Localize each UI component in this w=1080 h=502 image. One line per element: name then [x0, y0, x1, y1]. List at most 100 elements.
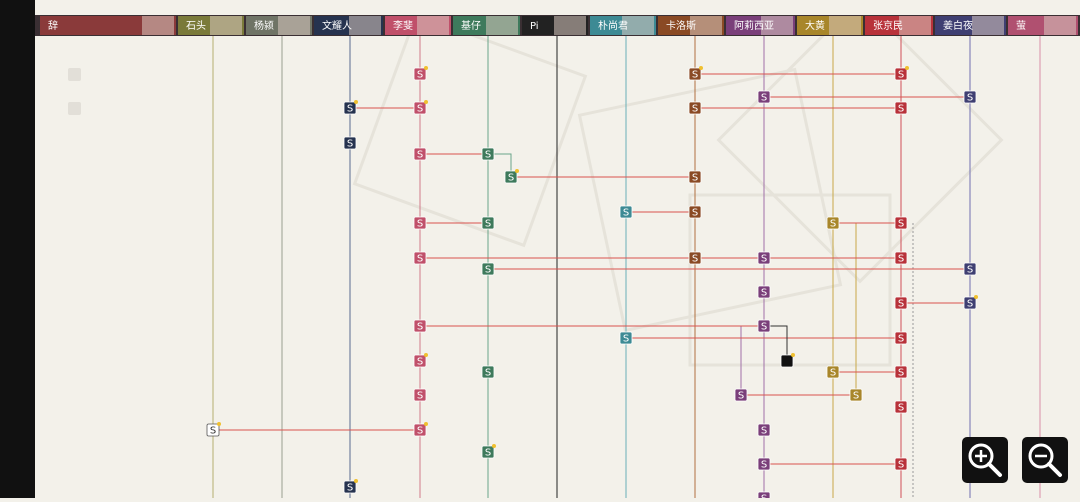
node-label: S: [508, 173, 514, 184]
story-node[interactable]: [343, 101, 357, 115]
node-label: S: [898, 368, 904, 379]
story-node[interactable]: [757, 285, 771, 299]
story-node[interactable]: [894, 457, 908, 471]
character-name[interactable]: 姜白夜: [943, 19, 973, 32]
node-label: S: [485, 368, 491, 379]
story-node[interactable]: [481, 365, 495, 379]
story-node[interactable]: [894, 365, 908, 379]
character-name[interactable]: Pi: [530, 21, 539, 32]
character-portrait: [622, 16, 654, 35]
story-node[interactable]: [757, 90, 771, 104]
story-node[interactable]: [894, 251, 908, 265]
story-node[interactable]: [894, 67, 908, 81]
story-node[interactable]: [619, 205, 633, 219]
zoom-in-button[interactable]: [962, 437, 1008, 483]
character-name[interactable]: 辞: [48, 19, 58, 32]
story-node[interactable]: [481, 147, 495, 161]
story-node[interactable]: [826, 216, 840, 230]
node-label: S: [692, 173, 698, 184]
node-label: S: [898, 104, 904, 115]
node-label: S: [417, 391, 423, 402]
story-node[interactable]: [413, 319, 427, 333]
story-node[interactable]: [757, 423, 771, 437]
story-node[interactable]: [963, 262, 977, 276]
new-badge: [424, 66, 428, 70]
story-node[interactable]: [413, 147, 427, 161]
character-name[interactable]: 李斐: [393, 19, 413, 32]
story-node[interactable]: [481, 262, 495, 276]
character-name[interactable]: 朴尚君: [598, 19, 628, 32]
character-portrait: [899, 16, 931, 35]
story-node[interactable]: [343, 136, 357, 150]
node-label: S: [761, 288, 767, 299]
story-node[interactable]: [504, 170, 518, 184]
story-node[interactable]: [894, 296, 908, 310]
story-node[interactable]: [894, 101, 908, 115]
node-label: S: [692, 208, 698, 219]
character-portrait: [972, 16, 1004, 35]
character-name[interactable]: 石头: [186, 20, 206, 32]
character-portrait: [142, 16, 174, 35]
node-label: S: [738, 391, 744, 402]
node-label: S: [417, 150, 423, 161]
story-node[interactable]: [688, 205, 702, 219]
story-node[interactable]: [780, 354, 794, 368]
character-name[interactable]: 萤: [1016, 20, 1026, 32]
node-label: S: [417, 322, 423, 333]
node-label: S: [898, 219, 904, 230]
node-label: S: [417, 357, 423, 368]
node-label: S: [485, 448, 491, 459]
story-node[interactable]: [343, 480, 357, 494]
node-label: S: [761, 460, 767, 471]
character-name[interactable]: 大黄: [805, 19, 825, 32]
node-label: S: [485, 219, 491, 230]
story-node[interactable]: [826, 365, 840, 379]
character-name[interactable]: 杨颍: [254, 19, 274, 32]
story-node[interactable]: [413, 423, 427, 437]
node-label: S: [853, 391, 859, 402]
story-node[interactable]: [688, 251, 702, 265]
story-node[interactable]: [894, 216, 908, 230]
story-node[interactable]: [757, 457, 771, 471]
story-node[interactable]: [757, 319, 771, 333]
zoom-out-button[interactable]: [1022, 437, 1068, 483]
story-node[interactable]: [206, 423, 220, 437]
character-name[interactable]: 基仔: [461, 19, 481, 32]
story-node[interactable]: [894, 400, 908, 414]
story-node[interactable]: [413, 354, 427, 368]
character-portrait: [1044, 16, 1076, 35]
story-node[interactable]: [413, 251, 427, 265]
node-label: S: [210, 426, 216, 437]
node-label: S: [898, 334, 904, 345]
story-node[interactable]: [413, 101, 427, 115]
story-node[interactable]: [849, 388, 863, 402]
character-name[interactable]: 阿莉西亚: [734, 20, 774, 32]
story-node[interactable]: [688, 67, 702, 81]
story-node[interactable]: [413, 216, 427, 230]
placeholder: [68, 68, 81, 81]
story-node[interactable]: [688, 170, 702, 184]
story-node[interactable]: [757, 251, 771, 265]
node-label: S: [623, 208, 629, 219]
story-node[interactable]: [688, 101, 702, 115]
story-node[interactable]: [963, 296, 977, 310]
story-node[interactable]: [413, 388, 427, 402]
new-badge: [974, 295, 978, 299]
character-name[interactable]: 文耀人: [322, 19, 352, 32]
new-badge: [492, 444, 496, 448]
story-node[interactable]: [963, 90, 977, 104]
new-badge: [699, 66, 703, 70]
story-node[interactable]: [734, 388, 748, 402]
story-node[interactable]: [481, 216, 495, 230]
node-label: S: [417, 104, 423, 115]
story-node[interactable]: [413, 67, 427, 81]
character-name[interactable]: 卡洛斯: [666, 19, 696, 32]
story-node[interactable]: [894, 331, 908, 345]
character-portrait: [278, 16, 310, 35]
character-name[interactable]: 张京民: [873, 19, 903, 32]
node-label: S: [967, 299, 973, 310]
nodes: S S S S S S S S S S S S S S S S S S S S S S S S S S S S S S S S S S S S S S S S…: [206, 66, 978, 502]
story-node[interactable]: [619, 331, 633, 345]
story-node[interactable]: [481, 445, 495, 459]
